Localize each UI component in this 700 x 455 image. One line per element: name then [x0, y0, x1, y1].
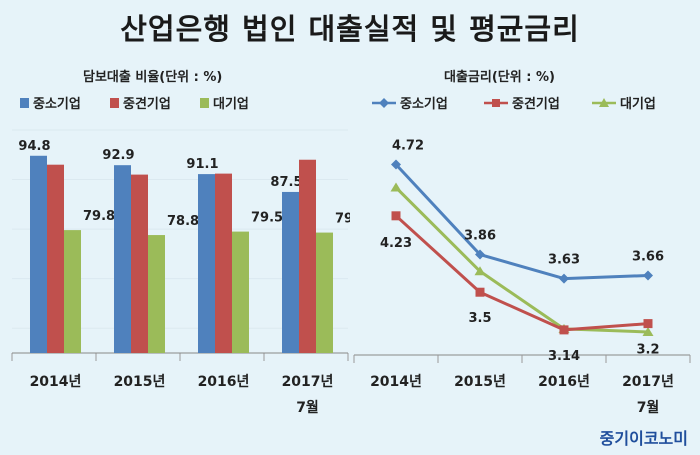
legend-label-3: 대기업 — [213, 97, 249, 112]
x-tick-label: 7월 — [296, 399, 319, 416]
legend-marker-1 — [379, 98, 389, 108]
point-2-3 — [559, 325, 569, 335]
x-tick-label: 2017년 — [622, 374, 674, 390]
bar-2-1 — [47, 164, 64, 353]
bar-chart: 중소기업 중견기업 대기업 94.8 79.8 2014년 92.9 78.8 2015년 91.… — [11, 96, 350, 416]
source-logo: 중기이코노미 — [599, 429, 688, 448]
series-line-1 — [394, 163, 649, 281]
x-tick-label: 2016년 — [538, 374, 590, 390]
data-label: 94.8 — [18, 139, 50, 154]
legend-label-2: 중견기업 — [512, 96, 560, 112]
series-line-2 — [394, 214, 649, 332]
x-tick-label: 2014년 — [370, 374, 422, 390]
point-3-2 — [474, 266, 486, 276]
data-label: 87.5 — [270, 175, 302, 190]
legend-swatch-3 — [200, 98, 209, 108]
data-label: 3.86 — [464, 229, 496, 244]
point-2-2 — [475, 287, 485, 297]
point-1-4 — [643, 270, 653, 281]
legend-marker-2 — [492, 99, 500, 107]
bar-1-3 — [198, 174, 215, 353]
data-label: 79.5 — [251, 211, 283, 226]
point-1-1 — [391, 159, 401, 170]
series-line-3 — [394, 186, 649, 334]
legend-label-3: 대기업 — [620, 97, 656, 112]
data-label: 91.1 — [186, 157, 218, 172]
x-tick-label: 2017년 — [282, 374, 334, 390]
data-label: 3.63 — [548, 253, 580, 268]
point-1-3 — [559, 273, 569, 284]
bar-3-2 — [148, 235, 165, 353]
x-tick-label: 7월 — [637, 399, 660, 416]
point-1-2 — [475, 249, 485, 260]
point-3-1 — [390, 182, 402, 192]
bar-1-2 — [114, 165, 131, 353]
legend-marker-3 — [599, 98, 609, 107]
bar-chart-title: 담보대출 비율(단위 : %) — [83, 70, 223, 85]
bar-2-4 — [299, 159, 316, 353]
data-label: 92.9 — [102, 148, 134, 163]
bar-1-4 — [282, 191, 299, 353]
data-label: 4.72 — [392, 139, 424, 154]
bar-3-1 — [64, 230, 81, 353]
point-2-1 — [391, 211, 401, 221]
data-label: 3.66 — [632, 249, 664, 264]
x-tick-label: 2015년 — [114, 374, 166, 390]
legend-swatch-1 — [20, 98, 29, 108]
data-label: 79.8 — [83, 209, 115, 224]
point-3-4 — [642, 326, 654, 336]
data-label: 78.8 — [167, 214, 199, 229]
point-2-4 — [643, 319, 653, 329]
x-tick-label: 2015년 — [454, 374, 506, 390]
bar-2-2 — [131, 174, 148, 353]
bar-3-4 — [316, 232, 333, 353]
data-label: 4.23 — [380, 236, 412, 251]
bar-2-3 — [215, 173, 232, 353]
data-label: 3.5 — [468, 311, 491, 326]
line-chart-title: 대출금리(단위 : %) — [444, 70, 555, 85]
bar-3-3 — [232, 231, 249, 353]
point-3-3 — [558, 323, 570, 333]
legend-label-1: 중소기업 — [400, 97, 448, 112]
legend-label-1: 중소기업 — [33, 97, 81, 112]
x-tick-label: 2014년 — [30, 374, 82, 390]
data-label: 3.14 — [548, 349, 580, 364]
legend-label-2: 중견기업 — [123, 96, 171, 112]
bar-1-1 — [30, 155, 47, 353]
page-title: 산업은행 법인 대출실적 및 평균금리 — [120, 12, 580, 46]
x-tick-label: 2016년 — [198, 374, 250, 390]
legend-swatch-2 — [110, 98, 119, 108]
data-label: 79.3 — [335, 212, 350, 227]
data-label: 3.2 — [636, 343, 659, 358]
